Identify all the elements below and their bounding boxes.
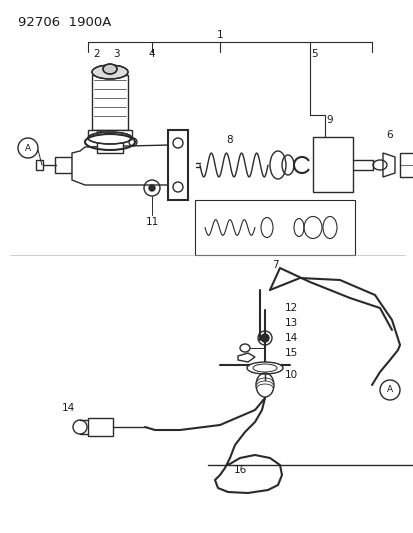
Text: 6: 6 (386, 130, 392, 140)
Text: 1: 1 (216, 30, 223, 40)
Text: A: A (386, 385, 392, 394)
Ellipse shape (260, 217, 272, 238)
Polygon shape (55, 157, 72, 173)
Text: 9: 9 (326, 115, 332, 125)
Bar (195, 200, 354, 255)
Bar (88, 418, 113, 436)
Text: 5: 5 (311, 49, 318, 59)
Circle shape (149, 185, 154, 191)
Text: 7: 7 (271, 260, 278, 270)
Text: 8: 8 (226, 135, 233, 145)
Ellipse shape (92, 65, 128, 79)
Bar (399, 153, 413, 177)
Bar (312, 137, 352, 192)
Text: 2: 2 (93, 49, 100, 59)
Text: 10: 10 (284, 370, 297, 380)
Ellipse shape (88, 132, 132, 144)
Text: 15: 15 (284, 348, 297, 358)
Text: A: A (25, 143, 31, 152)
Ellipse shape (103, 64, 117, 74)
Circle shape (260, 334, 268, 342)
Polygon shape (97, 130, 123, 153)
Ellipse shape (247, 362, 282, 374)
Text: 3: 3 (112, 49, 119, 59)
Polygon shape (168, 130, 188, 200)
Text: 14: 14 (284, 333, 297, 343)
Polygon shape (237, 353, 254, 362)
Polygon shape (36, 160, 43, 170)
Text: 11: 11 (145, 217, 158, 227)
Text: 16: 16 (233, 465, 246, 475)
Bar (88, 130, 132, 138)
Text: 13: 13 (284, 318, 297, 328)
Bar (92, 75, 128, 130)
Text: 14: 14 (61, 403, 74, 413)
Text: 92706  1900A: 92706 1900A (18, 16, 111, 29)
Polygon shape (72, 145, 175, 185)
Text: 4: 4 (148, 49, 155, 59)
Text: 12: 12 (284, 303, 297, 313)
Polygon shape (382, 153, 394, 177)
Ellipse shape (269, 151, 285, 179)
